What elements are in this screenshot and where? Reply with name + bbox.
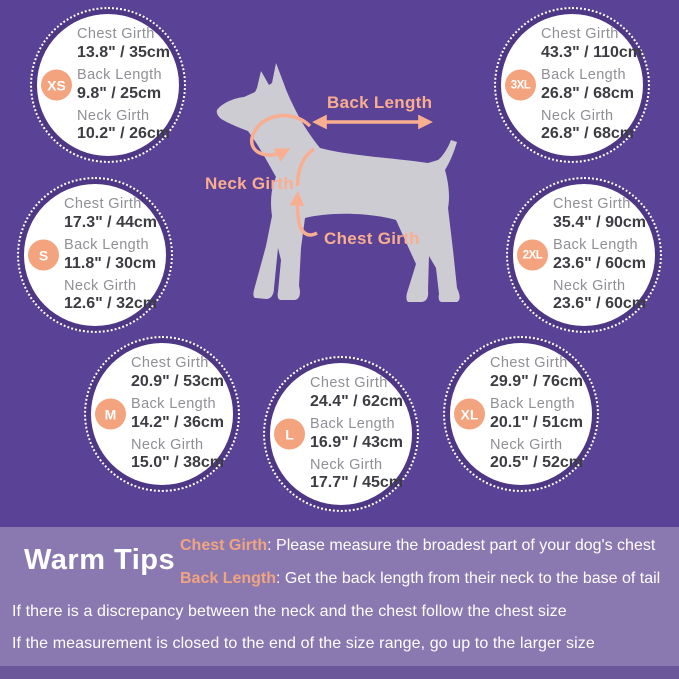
footer-strip: [0, 666, 679, 679]
size-badge-m: M: [95, 398, 126, 430]
measure-label: Neck Girth: [131, 436, 204, 453]
tip-back-length-text: : Get the back length from their neck to…: [276, 570, 661, 587]
measure-value: 20.9" / 53cm: [131, 372, 224, 390]
measure-value: 26.8" / 68cm: [541, 84, 634, 102]
tip-chest-girth-text: : Please measure the broadest part of yo…: [267, 537, 656, 554]
measure-label: Chest Girth: [310, 375, 388, 392]
measure-value: 23.6" / 60cm: [553, 254, 646, 272]
size-circle-3xl: 3XL Chest Girth 43.3" / 110cm Back Length…: [494, 7, 650, 163]
measure-label: Neck Girth: [553, 277, 626, 294]
size-circle-xl: XL Chest Girth 29.9" / 76cm Back Length 20…: [443, 336, 599, 492]
measure-value: 17.7" / 45cm: [310, 474, 403, 492]
measure-label: Neck Girth: [310, 456, 383, 473]
size-measurements: Chest Girth 20.9" / 53cm Back Length 14.2"…: [131, 350, 224, 478]
measure-label: Chest Girth: [131, 355, 209, 372]
size-badge-2xl: 2XL: [517, 239, 548, 271]
size-measurements: Chest Girth 43.3" / 110cm Back Length 26.8…: [541, 21, 642, 149]
tip-back-length: Back Length: Get the back length from th…: [180, 570, 660, 588]
size-badge-xl: XL: [454, 398, 485, 430]
measure-label: Chest Girth: [77, 26, 155, 43]
chest-girth-arrow-upper: [295, 147, 316, 187]
measure-label: Neck Girth: [64, 277, 137, 294]
tip-chest-girth-label: Chest Girth: [180, 537, 268, 554]
size-circle-s: S Chest Girth 17.3" / 44cm Back Length 11.…: [17, 177, 173, 333]
measure-value: 13.8" / 35cm: [77, 43, 170, 61]
measure-label: Back Length: [541, 67, 627, 84]
back-length-label: Back Length: [327, 93, 433, 112]
measure-label: Neck Girth: [490, 436, 563, 453]
measure-value: 14.2" / 36cm: [131, 413, 224, 431]
warm-tips-title: Warm Tips: [24, 544, 176, 576]
size-badge-xs: XS: [41, 69, 72, 101]
dog-silhouette: [216, 63, 460, 302]
tip-back-length-label: Back Length: [180, 570, 277, 587]
measure-value: 35.4" / 90cm: [553, 213, 646, 231]
size-badge-s: S: [28, 239, 59, 271]
measure-value: 16.9" / 43cm: [310, 433, 403, 451]
measure-value: 24.4" / 62cm: [310, 392, 403, 410]
dog-silhouette-graphic: [216, 63, 460, 302]
measure-label: Chest Girth: [553, 196, 631, 213]
size-circle-m: M Chest Girth 20.9" / 53cm Back Length 14.…: [84, 336, 240, 492]
measure-label: Neck Girth: [77, 107, 150, 124]
measure-label: Back Length: [77, 67, 163, 84]
measure-value: 11.8" / 30cm: [64, 254, 157, 272]
size-measurements: Chest Girth 29.9" / 76cm Back Length 20.1"…: [490, 350, 583, 478]
measure-value: 12.6" / 32cm: [64, 295, 157, 313]
measure-value: 29.9" / 76cm: [490, 372, 583, 390]
size-badge-l: L: [274, 418, 305, 450]
size-measurements: Chest Girth 24.4" / 62cm Back Length 16.9"…: [310, 370, 403, 498]
measure-value: 10.2" / 26cm: [77, 125, 170, 143]
size-measurements: Chest Girth 13.8" / 35cm Back Length 9.8" …: [77, 21, 170, 149]
chest-girth-label: Chest Girth: [324, 229, 420, 248]
chest-girth-arrow: [289, 191, 318, 237]
measure-value: 26.8" / 68cm: [541, 125, 634, 143]
measure-label: Back Length: [310, 416, 396, 433]
measure-label: Back Length: [131, 396, 217, 413]
warm-tips-section: [0, 527, 679, 666]
size-circle-xs: XS Chest Girth 13.8" / 35cm Back Length 9.…: [30, 7, 186, 163]
size-circle-l: L Chest Girth 24.4" / 62cm Back Length 16.…: [263, 356, 419, 512]
size-circle-2xl: 2XL Chest Girth 35.4" / 90cm Back Length 2…: [506, 177, 662, 333]
measure-label: Chest Girth: [541, 26, 619, 43]
size-measurements: Chest Girth 17.3" / 44cm Back Length 11.8"…: [64, 191, 157, 319]
measure-value: 20.1" / 51cm: [490, 413, 583, 431]
size-measurements: Chest Girth 35.4" / 90cm Back Length 23.6"…: [553, 191, 646, 319]
measure-value: 17.3" / 44cm: [64, 213, 157, 231]
measure-value: 9.8" / 25cm: [77, 84, 162, 102]
measure-label: Neck Girth: [541, 107, 614, 124]
measure-label: Back Length: [64, 237, 150, 254]
measure-value: 43.3" / 110cm: [541, 43, 642, 61]
tip-note-size-range: If the measurement is closed to the end …: [12, 635, 595, 652]
measure-value: 23.6" / 60cm: [553, 295, 646, 313]
measure-label: Chest Girth: [64, 196, 142, 213]
neck-girth-arrow: [250, 113, 312, 162]
size-badge-3xl: 3XL: [505, 69, 536, 101]
measure-label: Back Length: [490, 396, 576, 413]
tip-note-discrepancy: If there is a discrepancy between the ne…: [12, 603, 567, 620]
dog-measurement-diagram: Back Length Neck Girth Chest Girth: [200, 50, 490, 320]
neck-girth-label: Neck Girth: [205, 174, 294, 193]
measure-value: 15.0" / 38cm: [131, 454, 224, 472]
tip-chest-girth: Chest Girth: Please measure the broadest…: [180, 537, 655, 555]
measure-label: Chest Girth: [490, 355, 568, 372]
measure-label: Back Length: [553, 237, 639, 254]
measure-value: 20.5" / 52cm: [490, 454, 583, 472]
